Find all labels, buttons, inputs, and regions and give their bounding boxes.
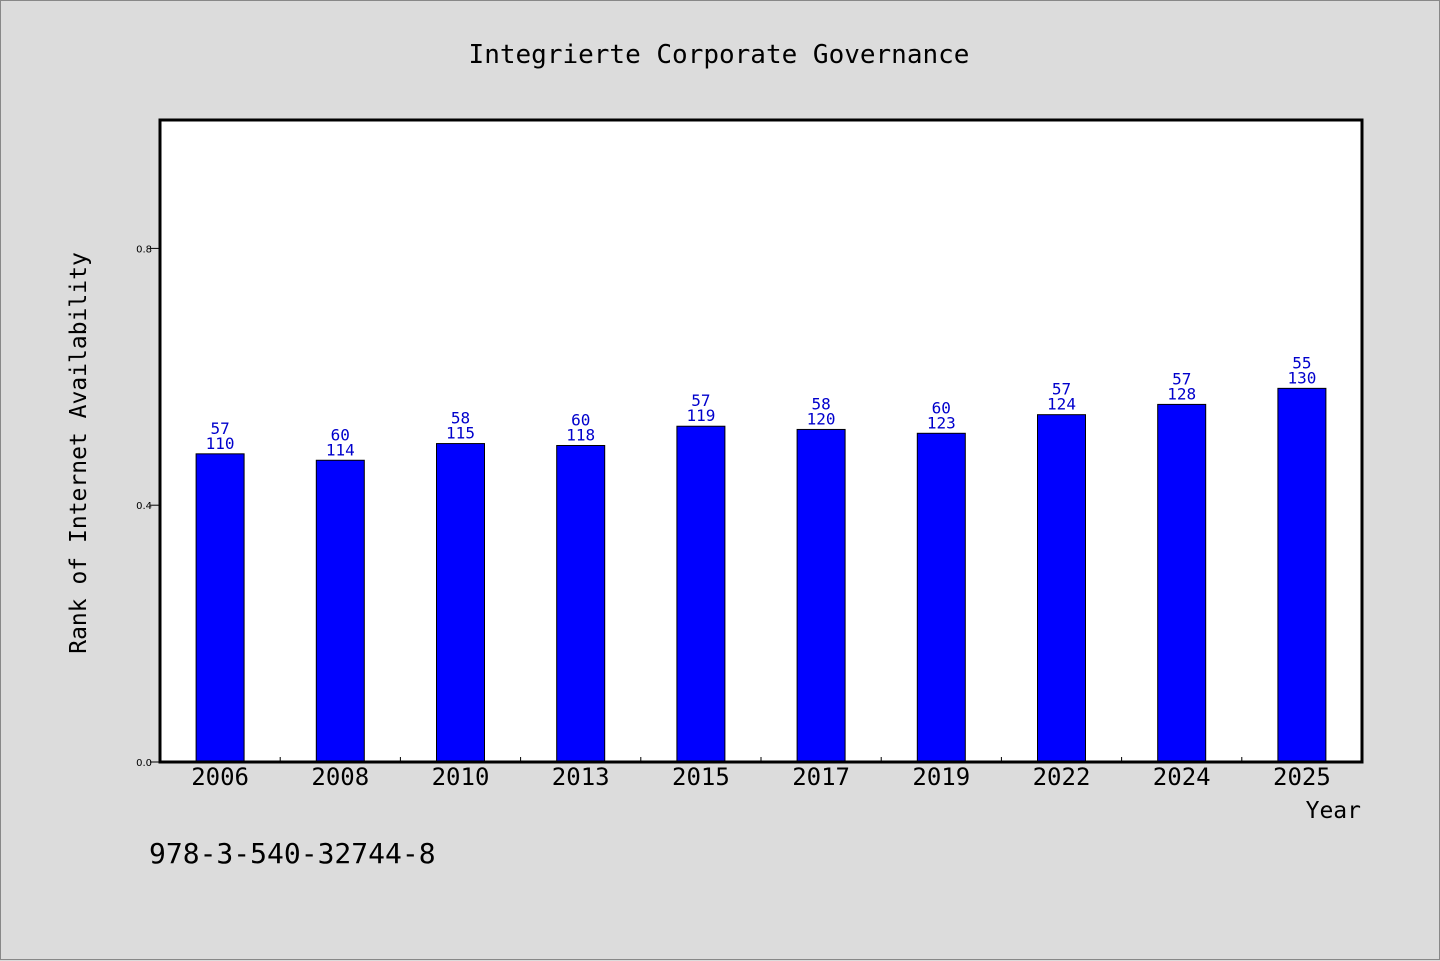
data-label-bottom: 118 [566, 425, 595, 444]
data-label-bottom: 130 [1287, 368, 1316, 387]
x-tick-label: 2010 [432, 763, 490, 791]
x-tick-label: 2008 [311, 763, 369, 791]
data-label-bottom: 123 [927, 413, 956, 432]
bar-2025 [1277, 387, 1327, 763]
y-axis: 0.0 0.4 0.8 [136, 244, 160, 769]
x-axis-labels: 2006 2008 2010 2013 2015 2017 2019 2022 2024 2025 [191, 763, 1331, 791]
data-label-top: 60 [932, 398, 951, 417]
x-tick-label: 2006 [191, 763, 249, 791]
data-label-top: 58 [811, 394, 830, 413]
y-tick-label: 0.8 [136, 244, 152, 255]
y-tick-label: 0.0 [136, 758, 152, 769]
data-label-top: 58 [451, 409, 470, 428]
bar-2022 [1037, 414, 1086, 763]
data-label-bottom: 119 [686, 406, 715, 425]
data-label-top: 60 [331, 425, 350, 444]
bar-2019 [916, 432, 966, 763]
data-label-top: 57 [1052, 380, 1071, 399]
data-label-top: 57 [1172, 369, 1191, 388]
x-tick-label: 2013 [552, 763, 610, 791]
bar-2008 [315, 459, 365, 763]
data-label-bottom: 128 [1167, 384, 1196, 403]
x-tick-label: 2025 [1273, 763, 1331, 791]
data-label-top: 57 [210, 419, 229, 438]
bar-2017 [796, 428, 846, 763]
bar-2006 [195, 453, 245, 763]
y-axis-title: Rank of Internet Availability [66, 252, 92, 654]
data-label-top: 57 [691, 391, 710, 410]
bar-2010 [436, 443, 485, 763]
data-label-bottom: 114 [326, 440, 355, 459]
data-label-bottom: 124 [1047, 395, 1076, 414]
data-label-top: 55 [1292, 353, 1311, 372]
x-tick-label: 2015 [672, 763, 730, 791]
bar-series [195, 387, 1327, 763]
data-label-top: 60 [571, 410, 590, 429]
data-label-bottom: 115 [446, 424, 475, 443]
data-label-bottom: 120 [807, 409, 836, 428]
plot-border [158, 118, 1364, 764]
bar-2013 [556, 444, 606, 763]
chart-title: Integrierte Corporate Governance [469, 40, 970, 70]
bar-2015 [676, 425, 726, 763]
y-tick-label: 0.4 [136, 501, 152, 512]
x-axis-title: Year [1306, 798, 1361, 824]
footnote-isbn: 978-3-540-32744-8 [149, 837, 436, 870]
x-tick-label: 2024 [1153, 763, 1211, 791]
data-label-bottom: 110 [206, 434, 235, 453]
x-tick-label: 2019 [912, 763, 970, 791]
bar-2024 [1157, 403, 1207, 763]
x-tick-label: 2022 [1033, 763, 1091, 791]
x-tick-label: 2017 [792, 763, 850, 791]
